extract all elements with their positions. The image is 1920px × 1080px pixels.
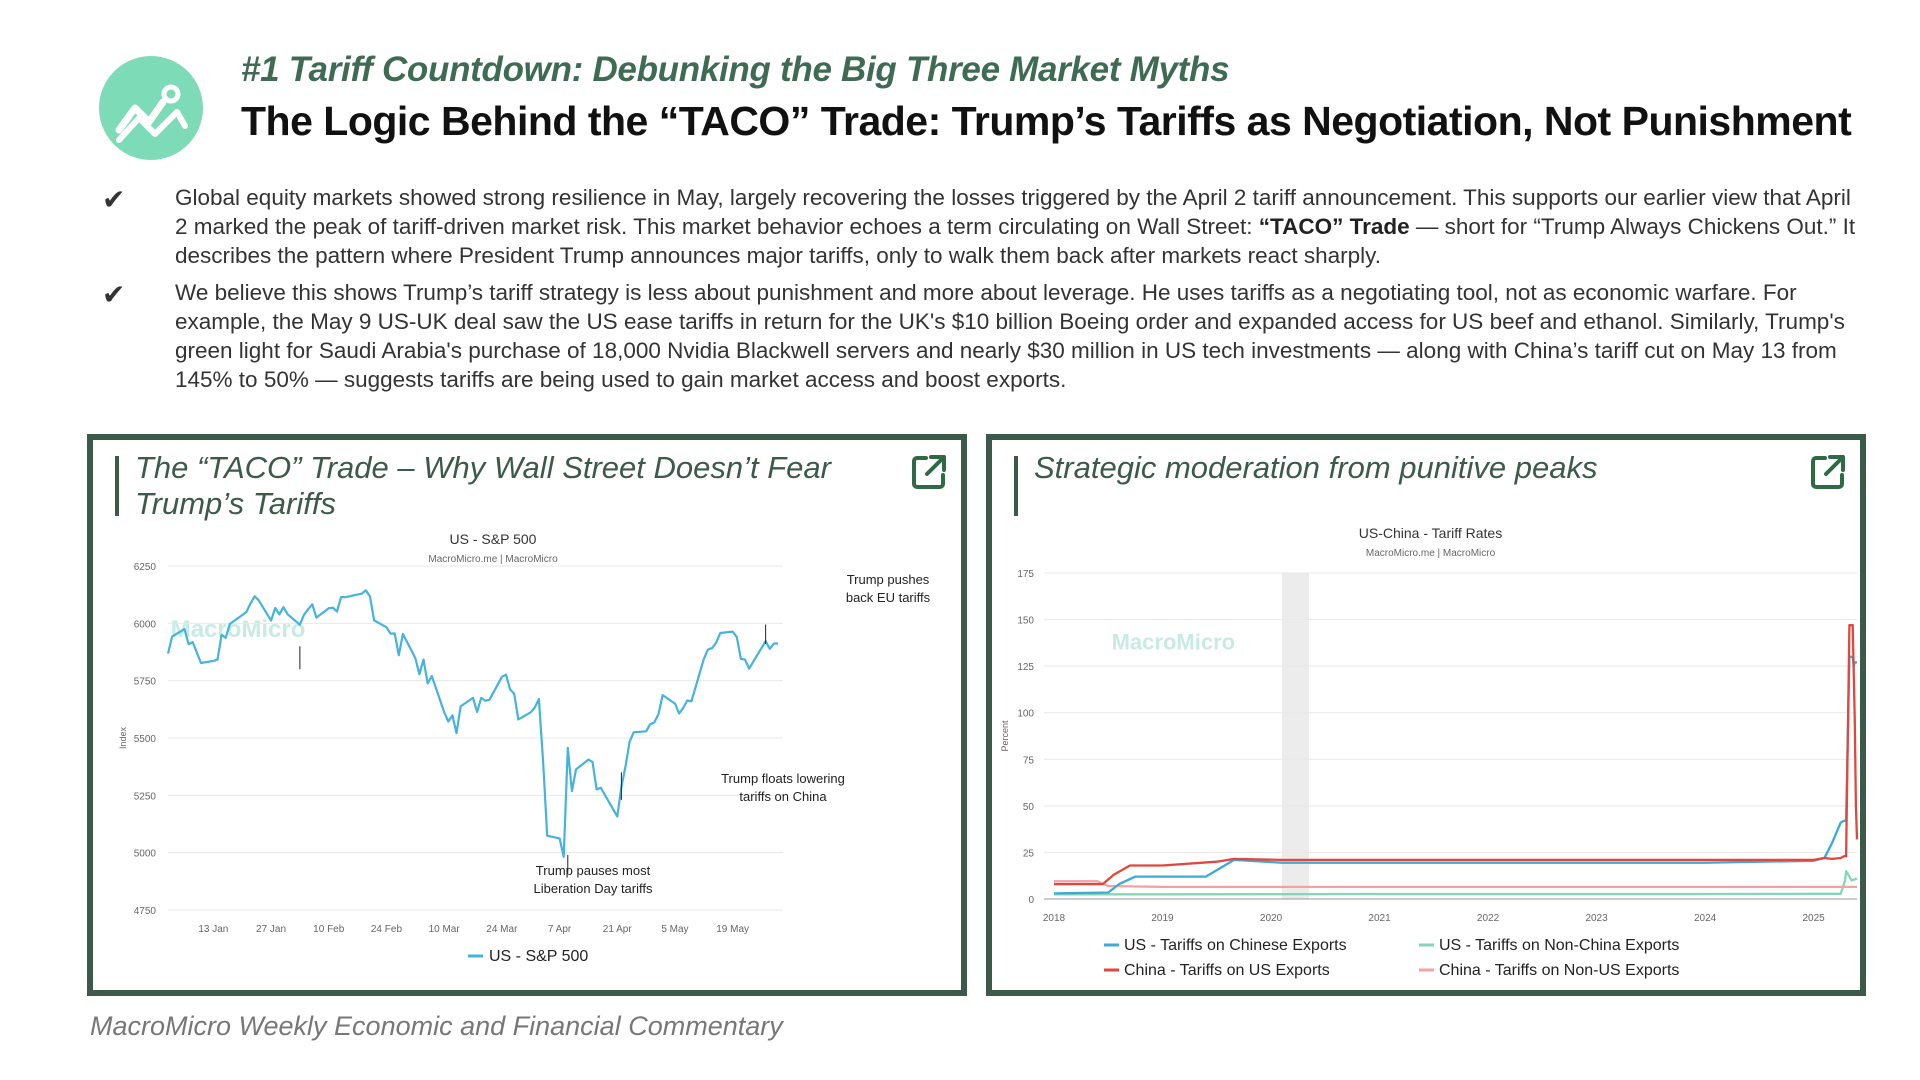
y-tick-label: 5250: [134, 791, 157, 802]
chart-title: US-China - Tariff Rates: [1359, 525, 1502, 541]
x-tick-label: 13 Jan: [198, 924, 228, 935]
x-tick-label: 10 Feb: [313, 924, 345, 935]
chart-title: US - S&P 500: [450, 531, 537, 547]
sp500-chart-card: US - S&P 500 MacroMicro.me | MacroMicro Ma…: [87, 434, 967, 996]
x-tick-label: 19 May: [716, 924, 749, 935]
legend-label: China - Tariffs on US Exports: [1124, 962, 1330, 979]
x-tick-label: 2021: [1368, 913, 1391, 924]
x-tick-label: 24 Mar: [486, 924, 518, 935]
tariff-chart: US-China - Tariff Rates MacroMicro.me | M…: [1000, 525, 1859, 979]
card-title: Strategic moderation from punitive peaks: [1034, 450, 1598, 485]
y-axis-label: Index: [118, 726, 128, 749]
y-tick-label: 25: [1023, 848, 1035, 859]
page-subtitle: #1 Tariff Countdown: Debunking the Big T…: [241, 50, 1230, 89]
bullet-item: ✔ Global equity markets showed strong re…: [100, 183, 1860, 270]
y-tick-label: 50: [1023, 802, 1035, 813]
bullet-text: Global equity markets showed strong resi…: [175, 185, 1856, 268]
x-tick-label: 2018: [1043, 913, 1066, 924]
y-tick-label: 4750: [134, 906, 157, 917]
legend-label: China - Tariffs on Non-US Exports: [1439, 962, 1679, 979]
card-accent-bar: [1014, 456, 1018, 516]
card-title: The “TACO” Trade – Why Wall Street Doesn…: [135, 450, 831, 521]
x-tick-label: 10 Mar: [429, 924, 461, 935]
annotation-label: Trump pushes back EU tariffs: [846, 572, 931, 605]
y-tick-label: 100: [1017, 709, 1034, 720]
chart-subtitle: MacroMicro.me | MacroMicro: [428, 554, 558, 565]
annotation-label: Trump pauses most Liberation Day tariffs: [534, 863, 653, 896]
series-line-sp500: [166, 589, 778, 858]
annotation-label: Trump floats lowering tariffs on China: [721, 771, 845, 804]
external-link-icon[interactable]: [909, 452, 949, 497]
x-tick-label: 2023: [1585, 913, 1608, 924]
bullet-text: We believe this shows Trump’s tariff str…: [175, 280, 1845, 392]
x-tick-label: 7 Apr: [548, 924, 572, 935]
chart-subtitle: MacroMicro.me | MacroMicro: [1366, 548, 1496, 559]
legend-label: US - Tariffs on Chinese Exports: [1124, 937, 1347, 954]
y-tick-label: 175: [1017, 569, 1034, 580]
x-tick-label: 2025: [1802, 913, 1825, 924]
y-tick-label: 0: [1028, 895, 1034, 906]
checkmark-icon: ✔: [102, 184, 126, 215]
legend-label: US - S&P 500: [489, 948, 588, 965]
y-axis-label: Percent: [1000, 720, 1010, 752]
x-tick-label: 24 Feb: [371, 924, 403, 935]
y-tick-label: 5000: [134, 849, 157, 860]
x-tick-label: 21 Apr: [603, 924, 633, 935]
footer-text: MacroMicro Weekly Economic and Financial…: [90, 1011, 783, 1041]
brand-logo: [99, 56, 203, 160]
y-tick-label: 6250: [134, 562, 157, 573]
chart-trend-icon: [115, 84, 188, 143]
external-link-icon[interactable]: [1808, 452, 1848, 497]
x-tick-label: 2019: [1151, 913, 1174, 924]
bullet-list: ✔ Global equity markets showed strong re…: [100, 183, 1860, 402]
series-line-3: [1054, 880, 1857, 889]
chart-watermark: MacroMicro: [1112, 629, 1235, 654]
x-tick-label: 2022: [1477, 913, 1500, 924]
shaded-period: [1281, 573, 1310, 899]
x-tick-label: 2024: [1694, 913, 1717, 924]
y-tick-label: 75: [1023, 755, 1035, 766]
page-title: The Logic Behind the “TACO” Trade: Trump…: [241, 98, 1852, 144]
series-line-2: [1054, 624, 1859, 886]
x-tick-label: 2020: [1260, 913, 1283, 924]
checkmark-icon: ✔: [102, 279, 126, 310]
y-tick-label: 5750: [134, 677, 157, 688]
chart-watermark: MacroMicro: [171, 616, 306, 643]
sp500-chart: US - S&P 500 MacroMicro.me | MacroMicro Ma…: [118, 531, 931, 965]
y-tick-label: 150: [1017, 616, 1034, 627]
y-tick-label: 6000: [134, 619, 157, 630]
x-tick-label: 5 May: [661, 924, 688, 935]
x-tick-label: 27 Jan: [256, 924, 286, 935]
series-line-1: [1054, 869, 1858, 896]
bullet-item: ✔ We believe this shows Trump’s tariff s…: [100, 278, 1860, 394]
series-line-0: [1053, 655, 1857, 895]
y-tick-label: 5500: [134, 734, 157, 745]
y-tick-label: 125: [1017, 662, 1034, 673]
card-accent-bar: [115, 456, 119, 516]
legend-label: US - Tariffs on Non-China Exports: [1439, 937, 1679, 954]
tariff-chart-card: US-China - Tariff Rates MacroMicro.me | M…: [986, 434, 1866, 996]
